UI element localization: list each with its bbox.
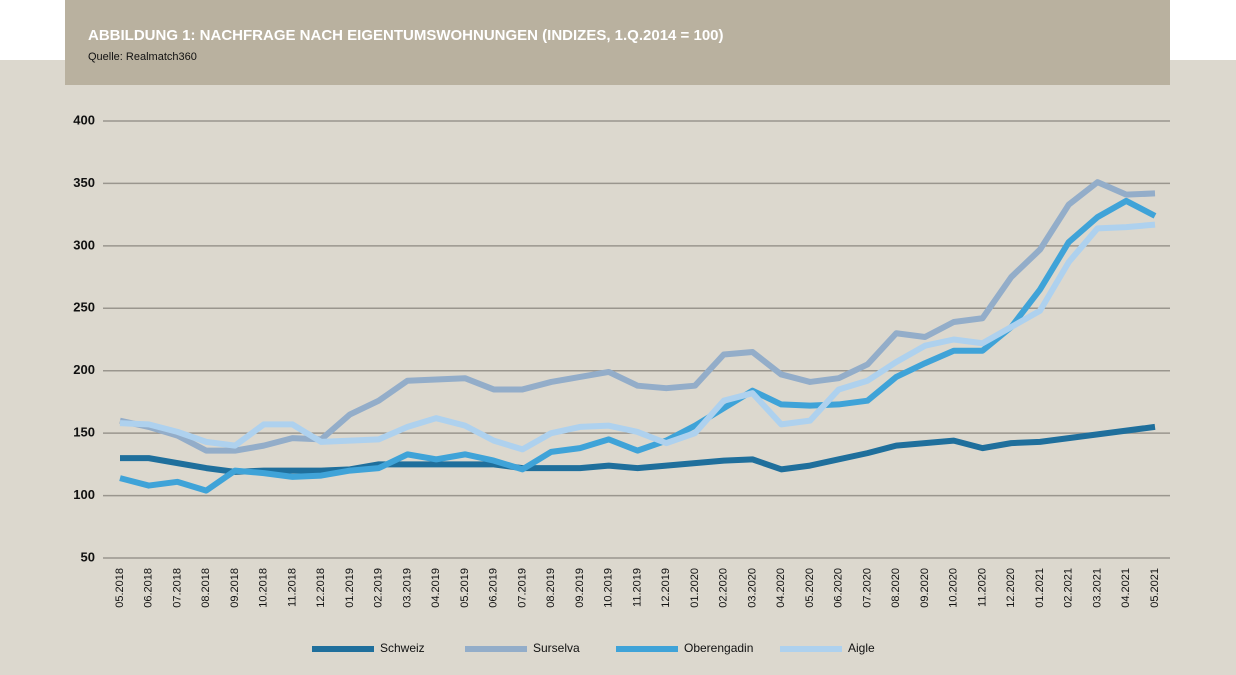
y-tick-label: 150 bbox=[73, 425, 95, 440]
x-tick-label: 05.2018 bbox=[114, 568, 126, 608]
x-tick-label: 08.2020 bbox=[890, 568, 902, 608]
legend-label: Surselva bbox=[533, 641, 580, 655]
legend-label: Aigle bbox=[848, 641, 875, 655]
x-tick-label: 02.2020 bbox=[718, 568, 730, 608]
x-tick-label: 02.2019 bbox=[373, 568, 385, 608]
x-tick-label: 01.2021 bbox=[1034, 568, 1046, 608]
chart-title: ABBILDUNG 1: NACHFRAGE NACH EIGENTUMSWOH… bbox=[88, 27, 724, 44]
x-tick-label: 07.2019 bbox=[516, 568, 528, 608]
x-tick-label: 12.2018 bbox=[315, 568, 327, 608]
x-tick-label: 09.2020 bbox=[919, 568, 931, 608]
series-line bbox=[119, 179, 1156, 454]
x-tick-label: 12.2019 bbox=[660, 568, 672, 608]
y-tick-label: 50 bbox=[81, 549, 95, 564]
y-tick-label: 350 bbox=[73, 175, 95, 190]
series-line bbox=[120, 423, 1156, 475]
y-tick-label: 100 bbox=[73, 487, 95, 502]
x-tick-label: 09.2019 bbox=[574, 568, 586, 608]
x-tick-label: 11.2019 bbox=[631, 568, 643, 607]
x-tick-label: 03.2020 bbox=[746, 568, 758, 608]
x-tick-label: 02.2021 bbox=[1063, 568, 1075, 608]
x-tick-label: 08.2018 bbox=[200, 568, 212, 608]
x-tick-label: 10.2019 bbox=[603, 568, 615, 608]
x-tick-label: 10.2018 bbox=[258, 568, 270, 608]
y-tick-label: 250 bbox=[73, 300, 95, 315]
x-tick-label: 09.2018 bbox=[229, 568, 241, 608]
x-tick-label: 11.2018 bbox=[286, 568, 298, 607]
x-tick-label: 01.2020 bbox=[689, 568, 701, 608]
x-tick-label: 05.2019 bbox=[459, 568, 471, 608]
x-tick-label: 04.2019 bbox=[430, 568, 442, 608]
legend-label: Schweiz bbox=[380, 641, 425, 655]
x-tick-label: 04.2021 bbox=[1120, 568, 1132, 608]
y-tick-label: 300 bbox=[73, 237, 95, 252]
y-tick-label: 200 bbox=[73, 362, 95, 377]
x-tick-label: 05.2021 bbox=[1149, 568, 1161, 608]
series-line bbox=[119, 197, 1157, 494]
x-tick-label: 01.2019 bbox=[344, 568, 356, 608]
x-tick-label: 03.2019 bbox=[401, 568, 413, 608]
x-tick-label: 06.2019 bbox=[488, 568, 500, 608]
legend-label: Oberengadin bbox=[684, 641, 753, 655]
series-line bbox=[119, 221, 1156, 453]
x-tick-label: 07.2018 bbox=[171, 568, 183, 608]
y-tick-label: 400 bbox=[73, 112, 95, 127]
x-tick-label: 05.2020 bbox=[804, 568, 816, 608]
x-tick-label: 06.2018 bbox=[143, 568, 155, 608]
x-tick-label: 12.2020 bbox=[1005, 568, 1017, 608]
x-tick-label: 08.2019 bbox=[545, 568, 557, 608]
x-tick-label: 07.2020 bbox=[861, 568, 873, 608]
x-tick-label: 11.2020 bbox=[976, 568, 988, 607]
header bbox=[65, 0, 1170, 85]
x-tick-label: 10.2020 bbox=[948, 568, 960, 608]
x-tick-label: 04.2020 bbox=[775, 568, 787, 608]
x-tick-label: 06.2020 bbox=[833, 568, 845, 608]
chart-subtitle: Quelle: Realmatch360 bbox=[88, 51, 197, 63]
x-tick-label: 03.2021 bbox=[1091, 568, 1103, 608]
